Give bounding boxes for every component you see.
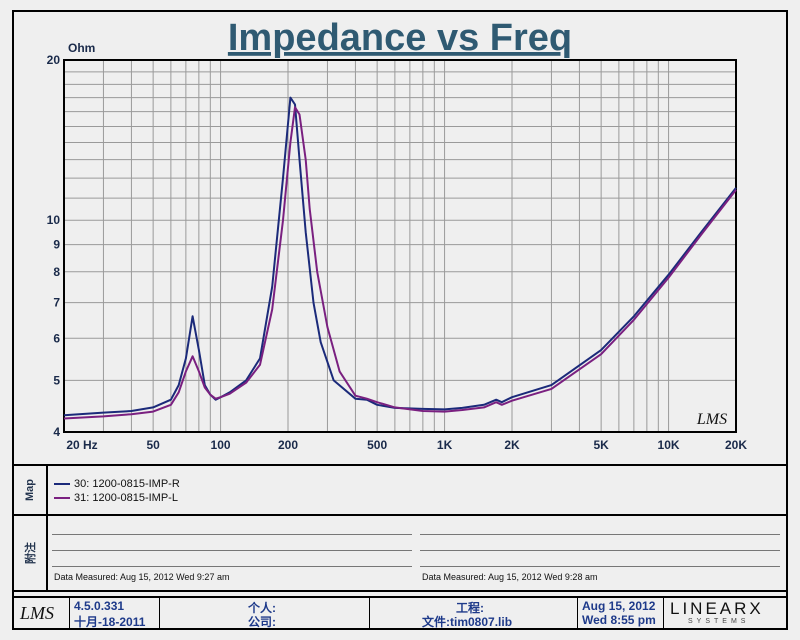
notes-panel: 附注 Data Measured: Aug 15, 2012 Wed 9:27 … <box>12 516 788 592</box>
note-line[interactable] <box>420 534 780 535</box>
series-line-r <box>63 96 737 417</box>
map-side-label: Map <box>14 466 48 514</box>
x-tick-label: 20 Hz <box>66 438 97 452</box>
series-line-l <box>63 106 737 420</box>
grid <box>64 60 736 432</box>
map-label: Map <box>24 479 36 501</box>
footer-logo-cell: LMS <box>14 598 70 628</box>
y-tick-label: 4 <box>53 425 60 439</box>
legend-swatch-l <box>54 497 70 499</box>
x-tick-label: 5K <box>593 438 609 452</box>
x-axis-ticks: 20 Hz 50 100 200 500 1K 2K 5K 10K 20K <box>66 438 747 452</box>
lms-logo: LMS <box>20 603 55 623</box>
x-tick-label: 2K <box>504 438 520 452</box>
footer-brand-cell: LINEARX SYSTEMS <box>664 598 786 628</box>
note-line[interactable] <box>420 566 780 567</box>
lms-watermark: LMS <box>696 411 727 428</box>
measured-date-left: Data Measured: Aug 15, 2012 Wed 9:27 am <box>54 572 230 582</box>
y-unit-label: Ohm <box>68 41 95 55</box>
company-label: 公司: <box>248 615 276 629</box>
linearx-logo: LINEARX <box>670 599 764 618</box>
y-tick-label: 9 <box>53 238 60 252</box>
x-tick-label: 20K <box>725 438 747 452</box>
project-label: 工程: <box>456 601 484 615</box>
series-layer <box>63 96 737 420</box>
measured-date-right: Data Measured: Aug 15, 2012 Wed 9:28 am <box>422 572 598 582</box>
y-tick-label: 5 <box>53 373 60 387</box>
x-tick-label: 500 <box>367 438 387 452</box>
chart-title: Impedance vs Freq <box>228 17 572 59</box>
footer-project-cell: 工程: 文件:tim0807.lib <box>370 598 578 629</box>
note-line[interactable] <box>52 550 412 551</box>
x-tick-label: 100 <box>211 438 231 452</box>
y-axis-ticks: 20 10 9 8 7 6 5 4 <box>47 53 61 439</box>
note-line[interactable] <box>52 534 412 535</box>
y-tick-label: 7 <box>53 296 60 310</box>
person-label: 个人: <box>248 601 276 615</box>
footer-date-cell: Aug 15, 2012 Wed 8:55 pm <box>578 598 664 628</box>
map-panel: Map 30: 1200-0815-IMP-R 31: 1200-0815-IM… <box>12 464 788 516</box>
x-tick-label: 10K <box>658 438 680 452</box>
footer-person-cell: 个人: 公司: <box>160 598 370 629</box>
x-tick-label: 1K <box>437 438 453 452</box>
y-tick-label: 8 <box>53 265 60 279</box>
footer-version-cell: 4.5.0.331 十月-18-2011 <box>70 598 160 629</box>
legend-label-r: 30: 1200-0815-IMP-R <box>74 478 180 490</box>
plot-area <box>63 59 737 433</box>
y-tick-label: 10 <box>47 213 61 227</box>
version-date: 十月-18-2011 <box>74 615 146 629</box>
impedance-chart: Impedance vs Freq Ohm 20 Hz 50 100 200 500 1K… <box>47 17 748 452</box>
y-tick-label: 6 <box>53 331 60 345</box>
footer-bar: LMS 4.5.0.331 十月-18-2011 个人: 公司: 工程: 文件:… <box>12 596 788 630</box>
x-tick-label: 200 <box>278 438 298 452</box>
x-tick-label: 50 <box>146 438 160 452</box>
footer-date: Aug 15, 2012 <box>582 599 656 613</box>
notes-label: 附注 <box>25 542 37 564</box>
y-tick-label: 20 <box>47 53 61 67</box>
legend-label-l: 31: 1200-0815-IMP-L <box>74 492 178 504</box>
legend-swatch-r <box>54 483 70 485</box>
footer-daytime: Wed 8:55 pm <box>582 613 656 627</box>
legend-entry-l[interactable]: 31: 1200-0815-IMP-L <box>54 492 178 504</box>
version-text: 4.5.0.331 <box>74 599 125 613</box>
notes-side-label: 附注 <box>14 516 48 590</box>
linearx-sublogo: SYSTEMS <box>688 618 750 625</box>
note-line[interactable] <box>52 566 412 567</box>
legend-entry-r[interactable]: 30: 1200-0815-IMP-R <box>54 478 180 490</box>
file-label: 文件:tim0807.lib <box>422 615 513 629</box>
note-line[interactable] <box>420 550 780 551</box>
